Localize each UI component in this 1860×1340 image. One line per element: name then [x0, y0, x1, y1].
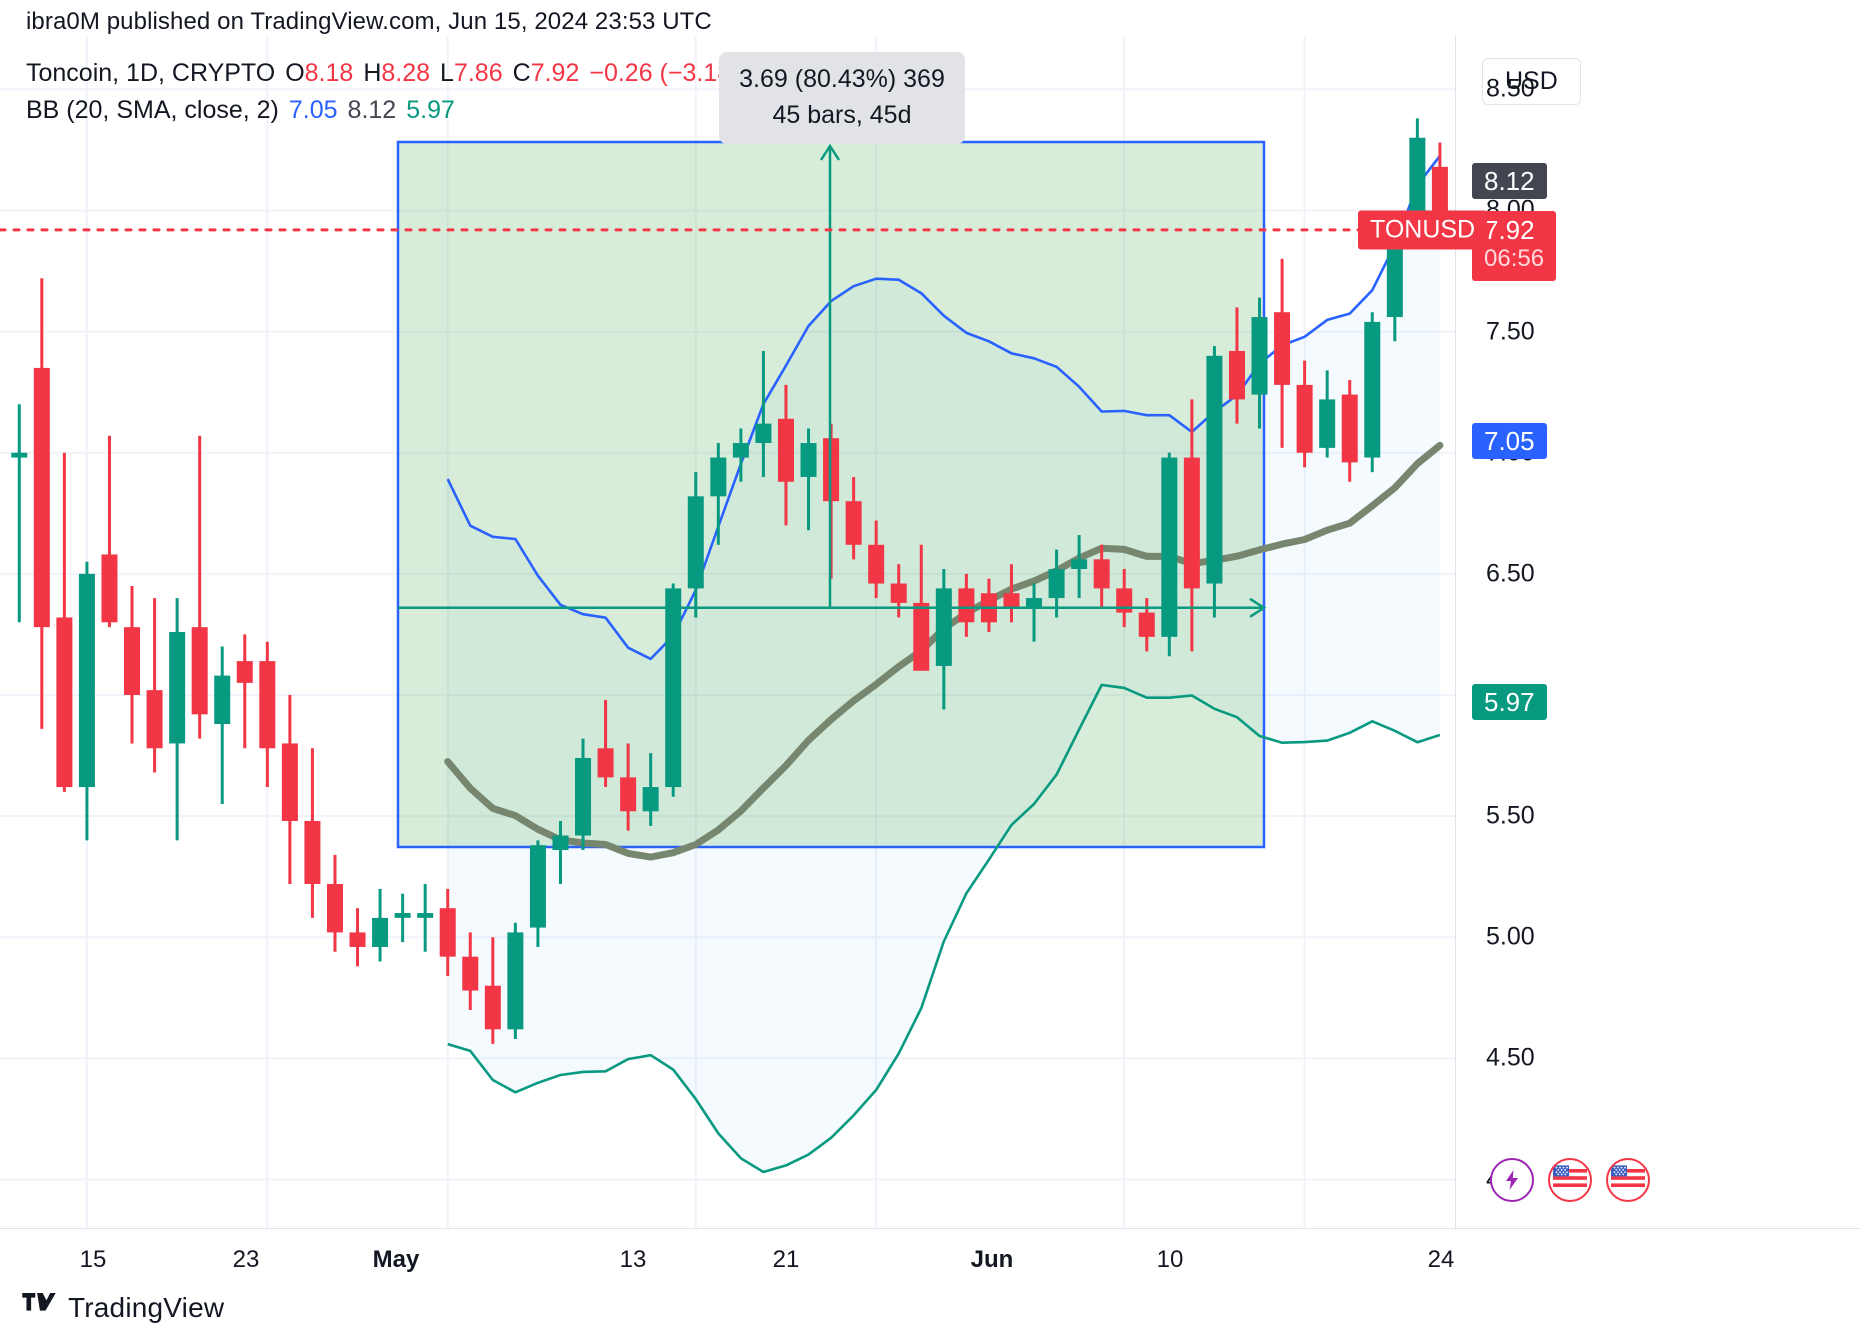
last-price-value: 7.92: [1484, 214, 1535, 245]
chart-status-icons[interactable]: [1490, 1158, 1650, 1202]
legend-close-value: 7.92: [530, 59, 580, 87]
tradingview-logo-icon: [22, 1292, 56, 1324]
measurement-tooltip[interactable]: 3.69 (80.43%) 369 45 bars, 45d: [719, 52, 965, 144]
price-tick: 6.50: [1486, 559, 1535, 588]
time-tick: 23: [232, 1246, 260, 1273]
time-tick: May: [372, 1246, 420, 1273]
last-price-badge[interactable]: 7.92 06:56: [1472, 210, 1557, 281]
publisher-caption: ibra0M published on TradingView.com, Jun…: [26, 8, 712, 35]
price-tick: 4.50: [1486, 1043, 1535, 1072]
bb-upper-price-badge: 7.05: [1472, 422, 1547, 459]
price-tick: 7.50: [1486, 317, 1535, 346]
time-tick: 13: [619, 1246, 647, 1273]
price-tick: 8.50: [1486, 74, 1535, 103]
time-tick: Jun: [970, 1246, 1014, 1273]
legend-bb-basis: 8.12: [347, 96, 397, 124]
time-axis[interactable]: 15 23 May 13 21 Jun 10 24: [0, 1228, 1860, 1287]
legend-high-key: H: [363, 59, 382, 87]
legend-close-key: C: [512, 59, 531, 87]
legend-low-key: L: [440, 59, 454, 87]
legend-bb-upper: 7.05: [288, 96, 338, 124]
legend-open-value: 8.18: [304, 59, 354, 87]
lightning-bolt-icon[interactable]: [1490, 1158, 1534, 1202]
time-tick: 21: [772, 1246, 800, 1273]
time-tick: 24: [1427, 1246, 1455, 1273]
legend-symbol: Toncoin, 1D, CRYPTO: [26, 59, 276, 87]
price-axis[interactable]: USD 8.508.007.507.006.506.005.505.004.50…: [1455, 36, 1860, 1228]
legend-ohlc-row: Toncoin, 1D, CRYPTO O8.18 H8.28 L7.86 C7.92−…: [26, 55, 762, 92]
legend-bb-row: BB (20, SMA, close, 2) 7.05 8.12 5.97: [26, 92, 762, 129]
chart-legend[interactable]: Toncoin, 1D, CRYPTO O8.18 H8.28 L7.86 C7.92−…: [26, 55, 762, 129]
price-tick: 5.50: [1486, 801, 1535, 830]
candlestick-chart-svg: [0, 36, 1457, 1228]
tradingview-brand-text: TradingView: [68, 1292, 225, 1323]
time-tick: 15: [79, 1246, 107, 1273]
bar-countdown: 06:56: [1484, 244, 1545, 272]
measurement-delta-line: 3.69 (80.43%) 369: [739, 65, 945, 93]
legend-bb-lower: 5.97: [406, 96, 455, 124]
measurement-bars-line: 45 bars, 45d: [772, 101, 912, 129]
us-flag-icon[interactable]: [1548, 1158, 1592, 1202]
us-flag-icon-2[interactable]: [1606, 1158, 1650, 1202]
currency-button[interactable]: USD: [1482, 58, 1581, 105]
bb-basis-price-badge: 8.12: [1472, 163, 1547, 200]
time-tick: 10: [1156, 1246, 1184, 1273]
legend-open-key: O: [285, 59, 305, 87]
price-tick: 5.00: [1486, 922, 1535, 951]
tradingview-footer-logo[interactable]: TradingView: [22, 1292, 224, 1324]
chart-plot-area[interactable]: [0, 36, 1457, 1228]
legend-bb-label: BB (20, SMA, close, 2): [26, 96, 279, 124]
legend-high-value: 8.28: [381, 59, 431, 87]
symbol-price-flag: TONUSD: [1358, 210, 1488, 250]
bb-lower-price-badge: 5.97: [1472, 684, 1547, 721]
legend-low-value: 7.86: [453, 59, 503, 87]
